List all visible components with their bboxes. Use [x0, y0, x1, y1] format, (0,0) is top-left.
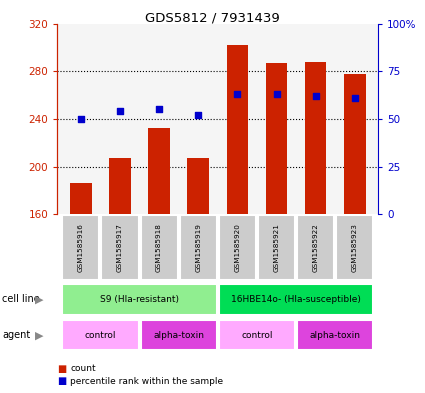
FancyBboxPatch shape	[62, 215, 99, 280]
Point	[351, 95, 358, 101]
FancyBboxPatch shape	[219, 215, 256, 280]
Point	[234, 91, 241, 97]
FancyBboxPatch shape	[258, 215, 295, 280]
Text: control: control	[85, 331, 116, 340]
Bar	[148, 129, 170, 214]
FancyBboxPatch shape	[297, 215, 334, 280]
Bar	[305, 62, 326, 214]
Text: ■: ■	[57, 376, 67, 386]
FancyBboxPatch shape	[297, 320, 373, 351]
Point	[195, 112, 201, 118]
Bar	[227, 45, 248, 214]
Text: GSM1585923: GSM1585923	[352, 223, 358, 272]
Text: cell line: cell line	[2, 294, 40, 305]
Text: ■: ■	[57, 364, 67, 374]
Point	[156, 106, 162, 112]
FancyBboxPatch shape	[219, 284, 373, 315]
Text: GSM1585920: GSM1585920	[234, 223, 241, 272]
FancyBboxPatch shape	[180, 215, 217, 280]
FancyBboxPatch shape	[62, 320, 139, 351]
Text: alpha-toxin: alpha-toxin	[310, 331, 361, 340]
Bar	[109, 158, 131, 214]
Text: GSM1585922: GSM1585922	[313, 223, 319, 272]
Point	[77, 116, 84, 122]
Text: ▶: ▶	[35, 330, 44, 340]
Bar	[187, 158, 209, 214]
Text: percentile rank within the sample: percentile rank within the sample	[70, 377, 223, 386]
FancyBboxPatch shape	[141, 320, 217, 351]
Point	[273, 91, 280, 97]
Text: count: count	[70, 364, 96, 373]
Text: GDS5812 / 7931439: GDS5812 / 7931439	[145, 11, 280, 24]
Bar	[70, 183, 92, 214]
Text: GSM1585919: GSM1585919	[195, 223, 201, 272]
FancyBboxPatch shape	[336, 215, 373, 280]
Text: GSM1585918: GSM1585918	[156, 223, 162, 272]
Text: GSM1585917: GSM1585917	[117, 223, 123, 272]
Text: S9 (Hla-resistant): S9 (Hla-resistant)	[100, 295, 179, 304]
Text: GSM1585921: GSM1585921	[274, 223, 280, 272]
Text: agent: agent	[2, 330, 30, 340]
FancyBboxPatch shape	[141, 215, 178, 280]
Point	[116, 108, 123, 114]
FancyBboxPatch shape	[102, 215, 139, 280]
Point	[312, 93, 319, 99]
Text: GSM1585916: GSM1585916	[78, 223, 84, 272]
FancyBboxPatch shape	[219, 320, 295, 351]
FancyBboxPatch shape	[62, 284, 217, 315]
Text: alpha-toxin: alpha-toxin	[153, 331, 204, 340]
Bar	[344, 73, 366, 214]
Text: 16HBE14o- (Hla-susceptible): 16HBE14o- (Hla-susceptible)	[231, 295, 361, 304]
Bar	[266, 63, 287, 214]
Text: control: control	[241, 331, 273, 340]
Text: ▶: ▶	[35, 294, 44, 305]
